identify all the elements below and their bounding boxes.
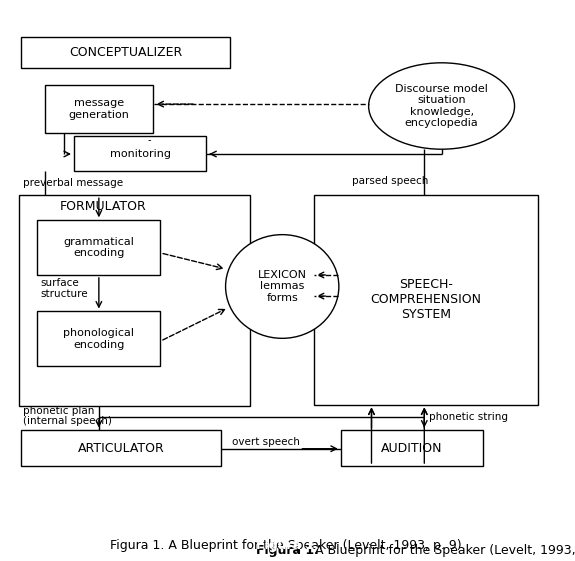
Bar: [21, 430, 221, 466]
Ellipse shape: [369, 63, 515, 149]
Bar: [45, 85, 152, 133]
Text: (internal speech): (internal speech): [23, 416, 112, 426]
Text: phonetic plan: phonetic plan: [23, 406, 94, 416]
Bar: [74, 136, 206, 171]
Text: monitoring: monitoring: [110, 149, 171, 159]
Ellipse shape: [225, 234, 339, 338]
Text: phonological
encoding: phonological encoding: [63, 328, 135, 350]
Bar: [341, 430, 483, 466]
Text: preverbal message: preverbal message: [23, 178, 123, 188]
Bar: [37, 311, 160, 366]
Text: Figura 1.: Figura 1.: [256, 539, 319, 552]
Text: overt speech: overt speech: [232, 437, 300, 447]
Text: Figura 1. A Blueprint for the Speaker (Levelt, 1993, p. 9).: Figura 1. A Blueprint for the Speaker (L…: [110, 539, 465, 552]
Text: ARTICULATOR: ARTICULATOR: [78, 442, 164, 455]
Text: phonetic string: phonetic string: [429, 412, 508, 422]
Text: A Blueprint for the Speaker (Levelt, 1993, p. 9).: A Blueprint for the Speaker (Levelt, 199…: [311, 544, 575, 557]
Text: parsed speech: parsed speech: [352, 176, 429, 186]
Text: AUDITION: AUDITION: [381, 442, 443, 455]
Text: LEXICON
lemmas
forms: LEXICON lemmas forms: [258, 270, 306, 303]
Text: CONCEPTUALIZER: CONCEPTUALIZER: [69, 46, 182, 59]
Text: message
generation: message generation: [68, 98, 129, 119]
Text: SPEECH-
COMPREHENSION
SYSTEM: SPEECH- COMPREHENSION SYSTEM: [370, 278, 481, 321]
Text: grammatical
encoding: grammatical encoding: [63, 237, 135, 259]
Text: Figura 1.: Figura 1.: [255, 544, 319, 557]
Bar: [37, 220, 160, 275]
Bar: [21, 37, 231, 68]
Bar: [314, 195, 538, 404]
Text: -: -: [147, 136, 151, 145]
Text: Discourse model
situation
knowledge,
encyclopedia: Discourse model situation knowledge, enc…: [395, 84, 488, 128]
Text: FORMULATOR: FORMULATOR: [59, 200, 146, 213]
Text: surface
structure: surface structure: [40, 278, 88, 299]
Bar: [19, 195, 250, 407]
